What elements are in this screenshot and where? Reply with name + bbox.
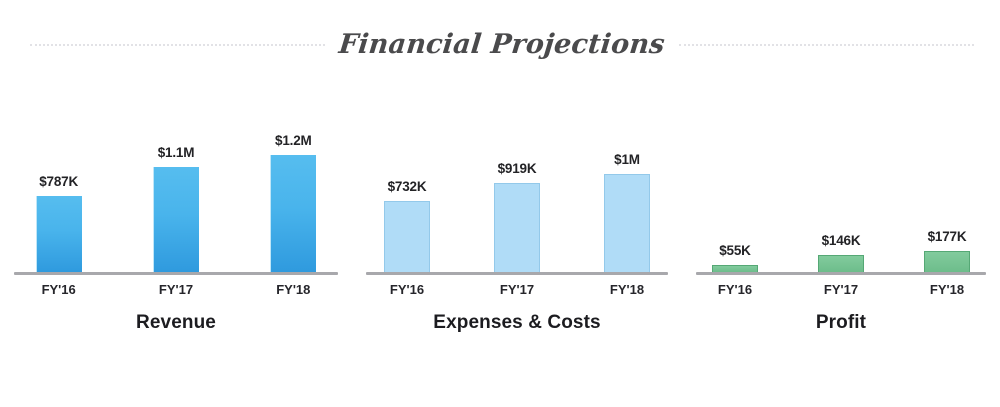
axis-tick-label: FY'18 (929, 281, 965, 297)
bar[interactable] (152, 167, 199, 272)
axis-tick-label: FY'17 (823, 281, 859, 297)
title-row: Financial Projections (0, 22, 1000, 66)
bar-value-label: $787K (39, 174, 79, 189)
bar-value-label: $919K (497, 161, 537, 176)
bar[interactable] (818, 255, 864, 272)
bar[interactable] (384, 201, 430, 272)
bar-slot: $732K (384, 86, 430, 272)
bar-slot: $787K (35, 86, 82, 272)
axis-tick-label: FY'16 (717, 281, 753, 297)
axis-tick-label: FY'18 (276, 281, 311, 297)
bar-value-label: $732K (387, 179, 427, 194)
chart-groups: $787K $1.1M $1.2M FY'16 FY'17 (0, 86, 1000, 356)
bar[interactable] (270, 155, 317, 272)
chart-group-profit: $55K $146K $177K FY'16 FY'17 (682, 86, 1000, 356)
axis-line-revenue (14, 272, 338, 275)
axis-line-expenses (366, 272, 668, 275)
bar-value-label: $177K (927, 229, 967, 244)
bar-slot: $146K (818, 86, 864, 272)
group-title-revenue: Revenue (136, 312, 216, 333)
bars-revenue: $787K $1.1M $1.2M (0, 86, 352, 272)
axis-tick-label: FY'16 (41, 281, 76, 297)
group-title-profit: Profit (815, 312, 867, 333)
page-title: Financial Projections (337, 28, 667, 60)
group-title-expenses: Expenses & Costs (433, 312, 601, 333)
bar[interactable] (924, 251, 970, 272)
bar-value-label: $55K (719, 243, 751, 258)
bar-value-label: $1.2M (275, 133, 312, 148)
bar-value-label: $146K (821, 233, 861, 248)
bar-slot: $919K (494, 86, 540, 272)
plot-area-revenue: $787K $1.1M $1.2M (0, 86, 352, 272)
bar[interactable] (604, 174, 650, 272)
bar-slot: $1M (604, 86, 650, 272)
axis-tick-label: FY'16 (389, 281, 425, 297)
axis-tick-label: FY'17 (499, 281, 535, 297)
bar-slot: $55K (712, 86, 758, 272)
bar[interactable] (35, 196, 82, 272)
chart-group-revenue: $787K $1.1M $1.2M FY'16 FY'17 (0, 86, 352, 356)
bar-value-label: $1M (614, 152, 640, 167)
bars-profit: $55K $146K $177K (682, 86, 1000, 272)
chart-group-expenses: $732K $919K $1M FY'16 FY'17 (352, 86, 682, 356)
axis-ticks-expenses: FY'16 FY'17 FY'18 (352, 277, 682, 301)
bars-expenses: $732K $919K $1M (352, 86, 682, 272)
axis-tick-label: FY'18 (609, 281, 645, 297)
bar-slot: $177K (924, 86, 970, 272)
bar[interactable] (712, 265, 758, 272)
plot-area-profit: $55K $146K $177K (682, 86, 1000, 272)
axis-ticks-profit: FY'16 FY'17 FY'18 (682, 277, 1000, 301)
bar[interactable] (494, 183, 540, 272)
plot-area-expenses: $732K $919K $1M (352, 86, 682, 272)
axis-tick-label: FY'17 (158, 281, 194, 297)
bar-slot: $1.2M (270, 86, 317, 272)
bar-slot: $1.1M (152, 86, 199, 272)
title-divider-left (30, 44, 326, 46)
axis-ticks-revenue: FY'16 FY'17 FY'18 (0, 277, 352, 301)
title-divider-right (678, 44, 975, 46)
bar-value-label: $1.1M (157, 145, 195, 160)
axis-line-profit (696, 272, 986, 275)
